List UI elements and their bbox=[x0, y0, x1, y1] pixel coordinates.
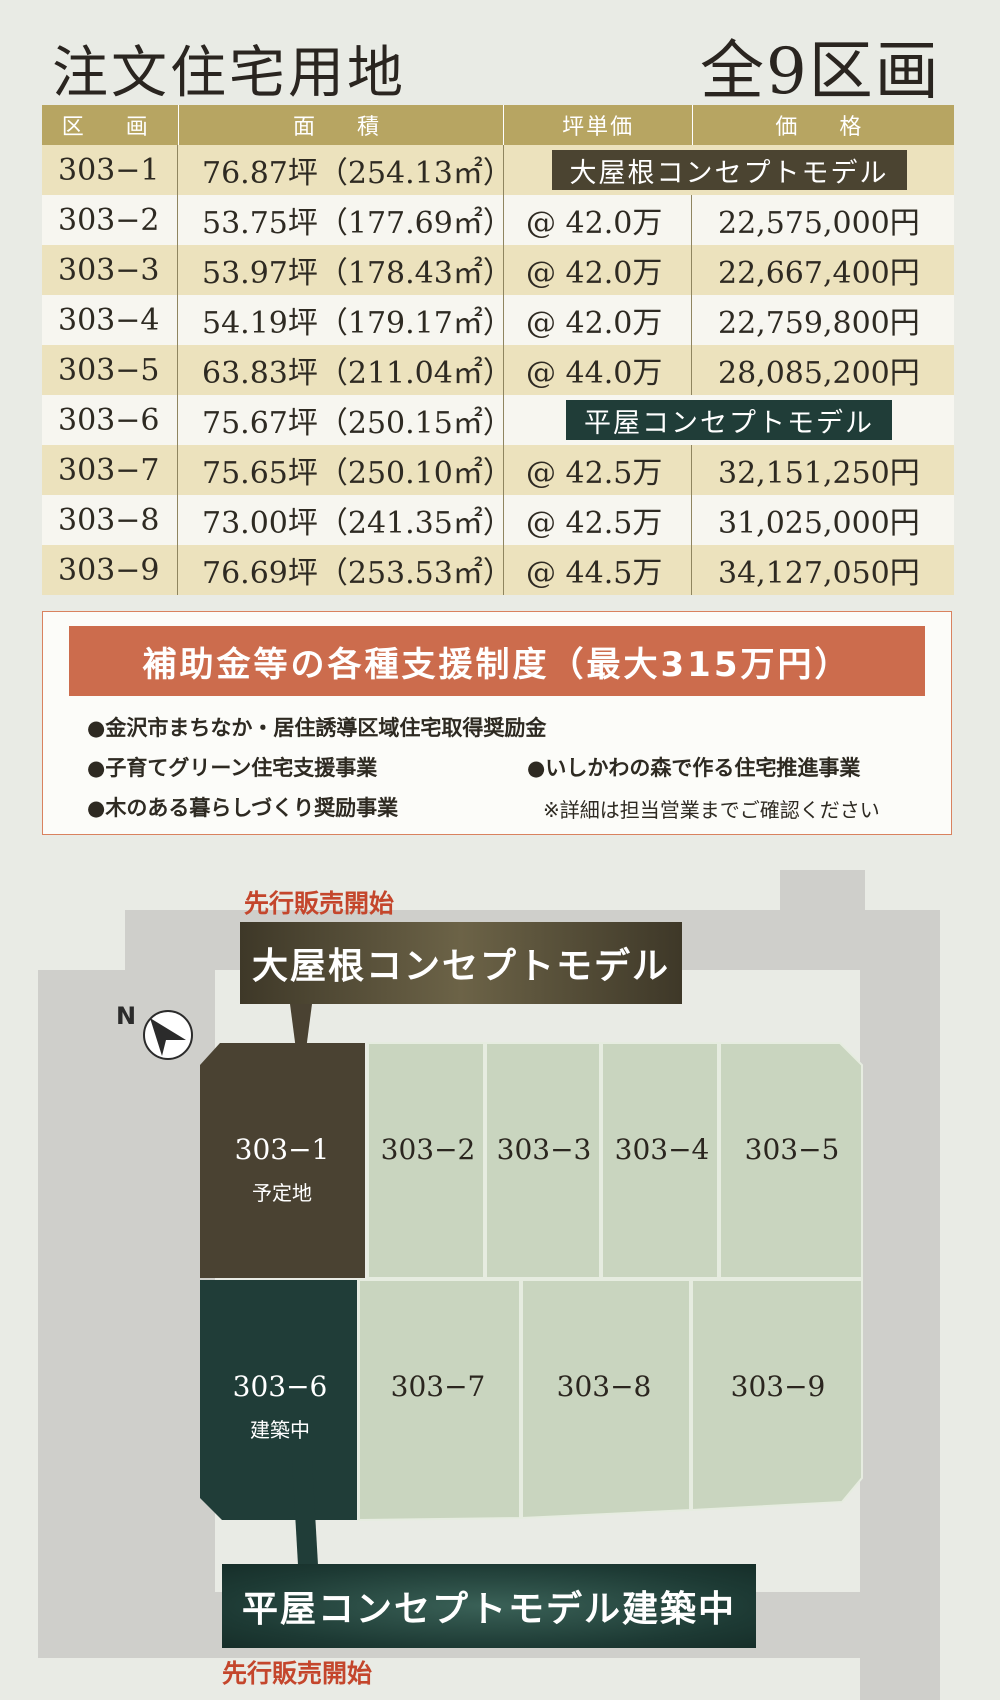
unit-price-cell: @ 42.5万 bbox=[504, 445, 692, 495]
col-header-unit-price: 坪単価 bbox=[504, 105, 693, 145]
lot-303-2 bbox=[367, 1042, 485, 1279]
table-row: 303−9 76.69坪（253.53㎡） @ 44.5万 34,127,050… bbox=[42, 545, 954, 595]
table-header: 区 画 面 積 坪単価 価 格 bbox=[42, 105, 954, 145]
subsidy-item: ●木のある暮らしづくり奨励事業 bbox=[87, 796, 399, 820]
unit-price-cell: @ 42.0万 bbox=[504, 245, 692, 295]
price-cell: 22,575,000円 bbox=[718, 206, 920, 241]
lot-cell: 303−7 bbox=[42, 445, 178, 495]
price-cell: 28,085,200円 bbox=[718, 356, 920, 391]
price-cell: 32,151,250円 bbox=[718, 456, 920, 491]
lot-303-8 bbox=[521, 1279, 691, 1520]
lot-303-5 bbox=[719, 1042, 863, 1279]
area-cell: 75.65坪（250.10㎡） bbox=[178, 445, 513, 495]
col-header-lot: 区 画 bbox=[42, 105, 179, 145]
lot-label-303-7: 303−7 bbox=[390, 1370, 486, 1403]
area-cell: 54.19坪（179.17㎡） bbox=[178, 295, 513, 345]
subsidy-note: ※詳細は担当営業までご確認ください bbox=[543, 798, 880, 822]
subsidy-box: 補助金等の各種支援制度（最大315万円） ●金沢市まちなか・居住誘導区域住宅取得… bbox=[42, 611, 952, 835]
table-row: 303−3 53.97坪（178.43㎡） @ 42.0万 22,667,400… bbox=[42, 245, 954, 295]
subsidy-banner: 補助金等の各種支援制度（最大315万円） bbox=[69, 626, 925, 696]
road-west bbox=[38, 910, 215, 1658]
road-northeast-branch bbox=[780, 870, 865, 930]
table-row: 303−2 53.75坪（177.69㎡） @ 42.0万 22,575,000… bbox=[42, 195, 954, 245]
lot-303-1 bbox=[200, 1043, 365, 1278]
lot-label-303-8: 303−8 bbox=[556, 1370, 652, 1403]
page-title: 注文住宅用地 bbox=[52, 41, 406, 106]
unit-price-cell: @ 42.0万 bbox=[504, 195, 692, 245]
lot-label-303-6: 303−6 bbox=[232, 1370, 328, 1403]
unit-price-cell: @ 44.5万 bbox=[504, 545, 692, 595]
area-cell: 63.83坪（211.04㎡） bbox=[178, 345, 513, 395]
price-cell: 22,759,800円 bbox=[718, 306, 920, 341]
table-row: 303−4 54.19坪（179.17㎡） @ 42.0万 22,759,800… bbox=[42, 295, 954, 345]
area-cell: 76.69坪（253.53㎡） bbox=[178, 545, 513, 595]
subsidy-item: ●いしかわの森で作る住宅推進事業 bbox=[527, 756, 861, 780]
price-cell: 31,025,000円 bbox=[718, 506, 920, 541]
lot-cell: 303−5 bbox=[42, 345, 178, 395]
callout-pointer-top bbox=[290, 1004, 312, 1088]
lot-cell: 303−4 bbox=[42, 295, 178, 345]
unit-price-cell: @ 44.0万 bbox=[504, 345, 692, 395]
lot-cell: 303−1 bbox=[42, 145, 178, 195]
lot-303-9 bbox=[691, 1279, 863, 1512]
lot-303-7 bbox=[358, 1279, 521, 1522]
lot-status-303-6: 建築中 bbox=[250, 1418, 310, 1442]
lot-label-303-3: 303−3 bbox=[496, 1133, 592, 1166]
price-table: 区 画 面 積 坪単価 価 格 303−1 76.87坪（254.13㎡） 大屋… bbox=[42, 105, 954, 595]
col-header-price: 価 格 bbox=[775, 115, 872, 140]
model-tag-hiraya: 平屋コンセプトモデル bbox=[566, 400, 892, 440]
lot-label-303-4: 303−4 bbox=[614, 1133, 710, 1166]
lot-cell: 303−6 bbox=[42, 395, 178, 445]
lot-cell: 303−2 bbox=[42, 195, 178, 245]
callout-pointer-bottom bbox=[292, 1460, 318, 1565]
col-header-area: 面 積 bbox=[179, 105, 505, 145]
compass-icon bbox=[143, 1010, 193, 1060]
subsidy-item: ●金沢市まちなか・居住誘導区域住宅取得奨励金 bbox=[87, 716, 547, 740]
lot-count-title: 全9区画 bbox=[700, 35, 941, 109]
area-cell: 53.97坪（178.43㎡） bbox=[178, 245, 513, 295]
lot-label-303-2: 303−2 bbox=[380, 1133, 476, 1166]
area-cell: 76.87坪（254.13㎡） bbox=[178, 145, 513, 195]
lot-label-303-5: 303−5 bbox=[744, 1133, 840, 1166]
price-cell: 34,127,050円 bbox=[718, 556, 920, 591]
unit-price-cell: @ 42.0万 bbox=[504, 295, 692, 345]
lot-status-303-1: 予定地 bbox=[252, 1181, 312, 1205]
presale-label-top: 先行販売開始 bbox=[244, 889, 395, 918]
area-cell: 75.67坪（250.15㎡） bbox=[178, 395, 513, 445]
model-tag-oyane: 大屋根コンセプトモデル bbox=[551, 150, 907, 190]
table-row: 303−5 63.83坪（211.04㎡） @ 44.0万 28,085,200… bbox=[42, 345, 954, 395]
lot-303-6 bbox=[200, 1280, 357, 1520]
lot-303-3 bbox=[485, 1042, 601, 1279]
area-cell: 73.00坪（241.35㎡） bbox=[178, 495, 513, 545]
lot-label-303-9: 303−9 bbox=[730, 1370, 826, 1403]
area-cell: 53.75坪（177.69㎡） bbox=[178, 195, 513, 245]
subsidy-item: ●子育てグリーン住宅支援事業 bbox=[87, 756, 378, 780]
lot-cell: 303−3 bbox=[42, 245, 178, 295]
table-row: 303−1 76.87坪（254.13㎡） 大屋根コンセプトモデル bbox=[42, 145, 954, 195]
table-row: 303−8 73.00坪（241.35㎡） @ 42.5万 31,025,000… bbox=[42, 495, 954, 545]
callout-oyane: 大屋根コンセプトモデル bbox=[240, 922, 682, 1004]
unit-price-cell: @ 42.5万 bbox=[504, 495, 692, 545]
lot-303-4 bbox=[601, 1042, 719, 1279]
lot-cell: 303−8 bbox=[42, 495, 178, 545]
lot-label-303-1: 303−1 bbox=[234, 1133, 330, 1166]
table-row: 303−7 75.65坪（250.10㎡） @ 42.5万 32,151,250… bbox=[42, 445, 954, 495]
presale-label-bottom: 先行販売開始 bbox=[222, 1659, 373, 1688]
table-row: 303−6 75.67坪（250.15㎡） 平屋コンセプトモデル bbox=[42, 395, 954, 445]
compass-north-label: N bbox=[116, 1002, 137, 1030]
callout-hiraya: 平屋コンセプトモデル建築中 bbox=[222, 1564, 756, 1648]
price-cell: 22,667,400円 bbox=[718, 256, 920, 291]
lot-cell: 303−9 bbox=[42, 545, 178, 595]
